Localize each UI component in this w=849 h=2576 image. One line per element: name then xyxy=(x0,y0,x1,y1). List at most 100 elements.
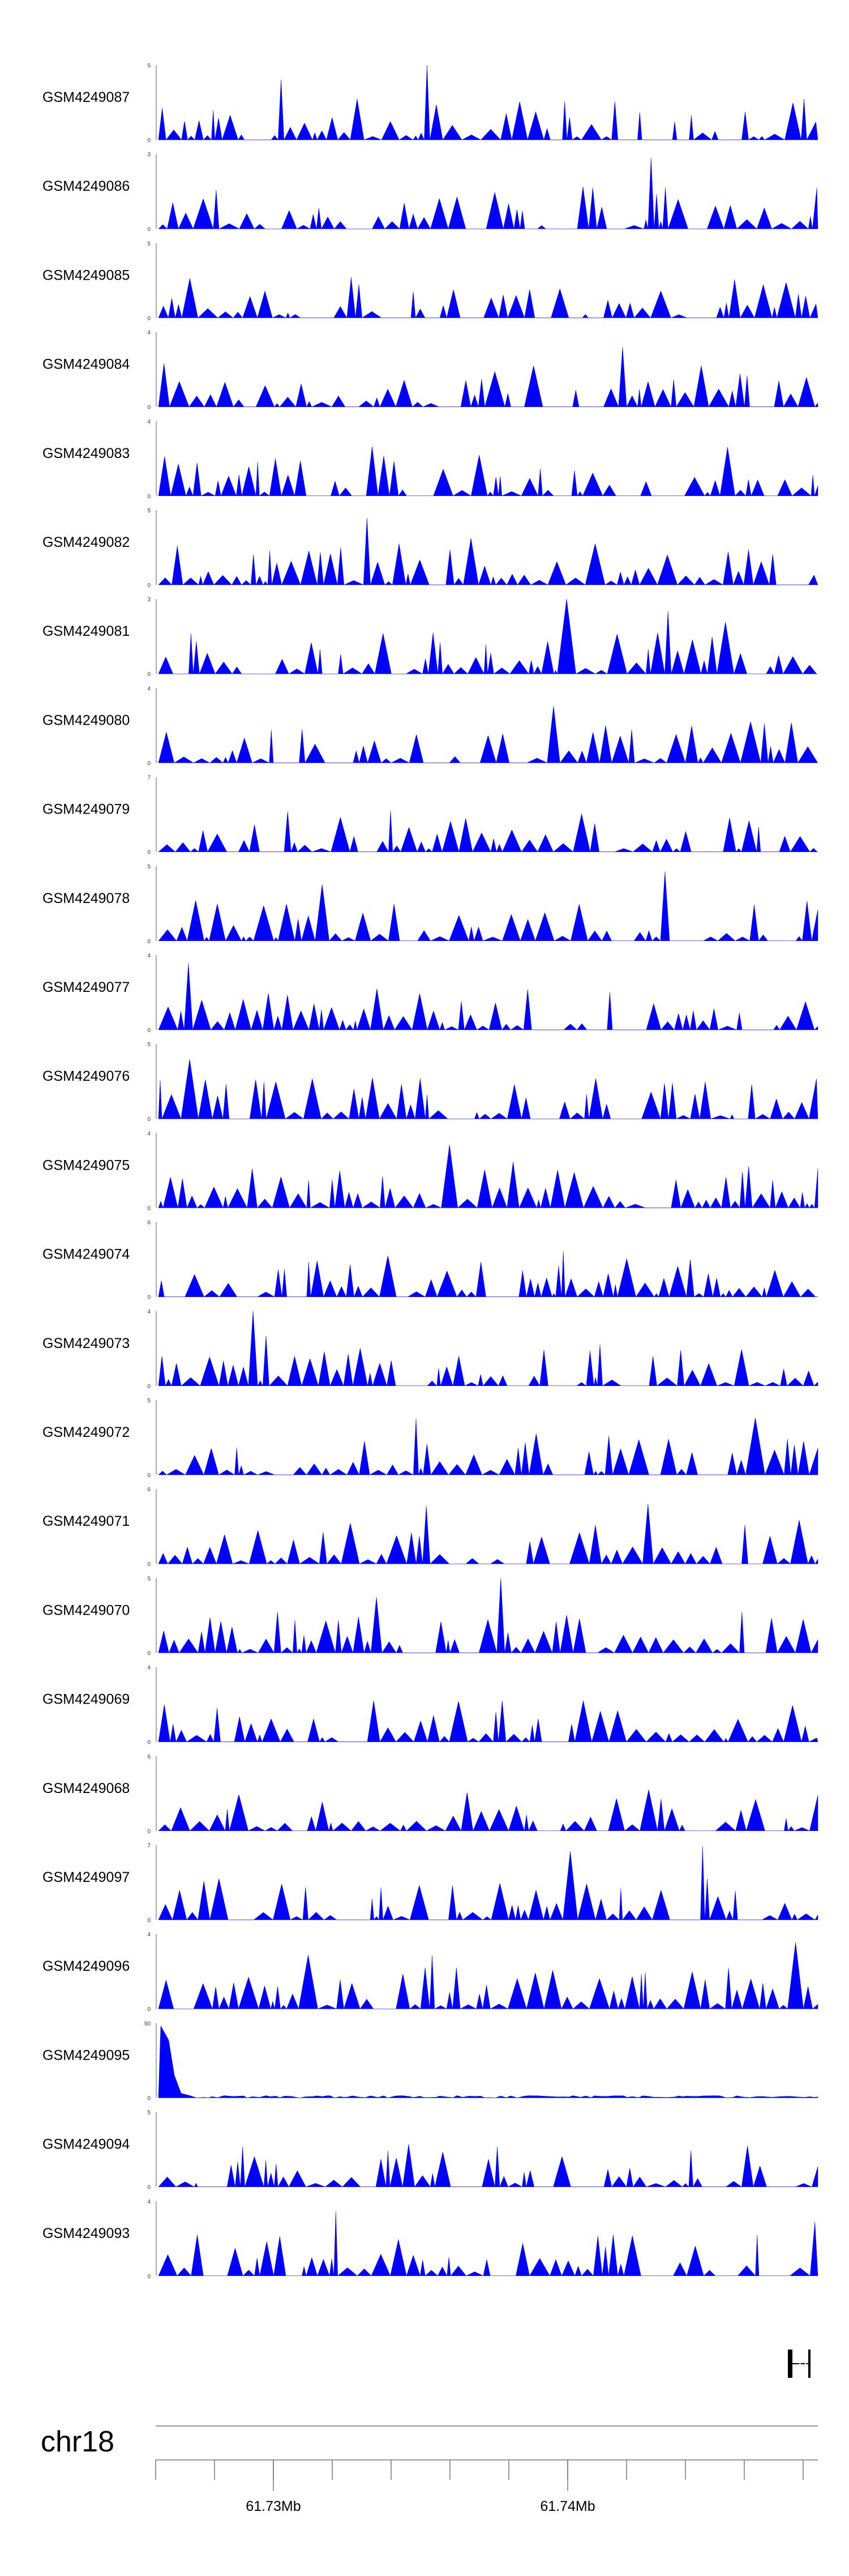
track-label: GSM4249084 xyxy=(42,357,130,373)
track-GSM4249087: GSM4249087 5 0 xyxy=(42,63,818,144)
track-GSM4249082: GSM4249082 5 0 xyxy=(42,508,818,589)
y-min-label: 0 xyxy=(147,315,151,322)
y-max-label: 3 xyxy=(147,597,151,603)
gene-model xyxy=(788,2350,811,2378)
y-max-label: 50 xyxy=(144,2021,151,2027)
track-label: GSM4249097 xyxy=(42,1869,130,1885)
track-GSM4249093: GSM4249093 4 0 xyxy=(42,2199,818,2280)
y-max-label: 4 xyxy=(147,419,151,425)
track-GSM4249077: GSM4249077 4 0 xyxy=(42,953,818,1034)
y-max-label: 6 xyxy=(147,1220,151,1226)
coverage-area xyxy=(158,1578,818,1654)
coverage-area xyxy=(158,157,818,230)
gene-exon-right xyxy=(808,2350,811,2378)
y-min-label: 0 xyxy=(147,1116,151,1123)
y-max-label: 5 xyxy=(147,1042,151,1048)
y-min-label: 0 xyxy=(147,1650,151,1657)
y-max-label: 4 xyxy=(147,686,151,692)
y-min-label: 0 xyxy=(147,1295,151,1301)
coverage-area xyxy=(158,1504,818,1565)
track-GSM4249069: GSM4249069 4 0 xyxy=(42,1665,818,1746)
y-max-label: 5 xyxy=(147,1398,151,1404)
track-GSM4249070: GSM4249070 5 0 xyxy=(42,1576,818,1657)
y-max-label: 5 xyxy=(147,508,151,514)
coverage-area xyxy=(158,347,818,408)
track-GSM4249073: GSM4249073 4 0 xyxy=(42,1309,818,1390)
y-max-label: 7 xyxy=(147,775,151,781)
coverage-area xyxy=(158,599,818,675)
y-min-label: 0 xyxy=(147,138,151,144)
track-GSM4249083: GSM4249083 4 0 xyxy=(42,419,818,500)
y-min-label: 0 xyxy=(147,405,151,411)
track-label: GSM4249093 xyxy=(42,2226,130,2241)
y-max-label: 5 xyxy=(147,864,151,870)
track-GSM4249079: GSM4249079 7 0 xyxy=(42,775,818,856)
y-max-label: 4 xyxy=(147,330,151,336)
track-label: GSM4249082 xyxy=(42,534,130,550)
track-label: GSM4249094 xyxy=(42,2137,130,2153)
y-min-label: 0 xyxy=(147,1561,151,1568)
track-GSM4249086: GSM4249086 3 0 xyxy=(42,152,818,233)
y-max-label: 4 xyxy=(147,953,151,959)
y-min-label: 0 xyxy=(147,1473,151,1479)
track-label: GSM4249079 xyxy=(42,802,130,818)
coverage-area xyxy=(158,1942,818,2010)
y-min-label: 0 xyxy=(147,760,151,767)
strand-arrow-icon xyxy=(796,2360,807,2368)
coverage-area xyxy=(158,446,818,497)
track-label: GSM4249076 xyxy=(42,1068,130,1084)
y-max-label: 7 xyxy=(147,1843,151,1849)
coverage-area xyxy=(158,1790,818,1832)
track-label: GSM4249086 xyxy=(42,178,130,194)
track-GSM4249071: GSM4249071 6 0 xyxy=(42,1487,818,1568)
y-min-label: 0 xyxy=(147,226,151,233)
y-min-label: 0 xyxy=(147,2185,151,2191)
coverage-area xyxy=(158,1700,818,1743)
gene-exon-left xyxy=(788,2350,792,2378)
y-min-label: 0 xyxy=(147,583,151,589)
coverage-area xyxy=(158,277,818,319)
track-GSM4249095: GSM4249095 50 0 xyxy=(42,2021,818,2102)
coverage-area xyxy=(158,65,818,140)
track-label: GSM4249077 xyxy=(42,979,130,995)
coverage-area xyxy=(158,1418,818,1475)
y-min-label: 0 xyxy=(147,1740,151,1746)
track-GSM4249094: GSM4249094 5 0 xyxy=(42,2110,818,2191)
y-max-label: 5 xyxy=(147,1576,151,1582)
coverage-area xyxy=(158,2025,818,2098)
track-GSM4249072: GSM4249072 5 0 xyxy=(42,1398,818,1479)
track-label: GSM4249081 xyxy=(42,623,130,639)
track-GSM4249078: GSM4249078 5 0 xyxy=(42,864,818,945)
y-min-label: 0 xyxy=(147,850,151,856)
y-min-label: 0 xyxy=(147,2274,151,2280)
coverage-area xyxy=(158,1846,818,1920)
tracks-layer: GSM424908750GSM424908630GSM424908550GSM4… xyxy=(42,63,818,2280)
track-label: GSM4249068 xyxy=(42,1781,130,1796)
y-max-label: 5 xyxy=(147,2110,151,2116)
y-min-label: 0 xyxy=(147,2006,151,2013)
coverage-area xyxy=(158,1059,818,1120)
track-label: GSM4249074 xyxy=(42,1247,130,1263)
track-label: GSM4249069 xyxy=(42,1692,130,1708)
y-min-label: 0 xyxy=(147,1829,151,1835)
coverage-area xyxy=(158,2211,818,2277)
track-label: GSM4249072 xyxy=(42,1424,130,1440)
y-max-label: 4 xyxy=(147,1131,151,1137)
track-GSM4249075: GSM4249075 4 0 xyxy=(42,1131,818,1212)
y-max-label: 4 xyxy=(147,2199,151,2205)
track-label: GSM4249071 xyxy=(42,1513,130,1529)
y-max-label: 3 xyxy=(147,152,151,158)
coverage-area xyxy=(158,1311,818,1387)
y-max-label: 5 xyxy=(147,63,151,69)
y-max-label: 4 xyxy=(147,1665,151,1671)
track-label: GSM4249073 xyxy=(42,1336,130,1351)
y-max-label: 4 xyxy=(147,1309,151,1315)
coverage-area xyxy=(158,1144,818,1209)
track-GSM4249081: GSM4249081 3 0 xyxy=(42,597,818,678)
track-label: GSM4249085 xyxy=(42,267,130,283)
track-label: GSM4249078 xyxy=(42,891,130,906)
y-min-label: 0 xyxy=(147,1205,151,1212)
y-min-label: 0 xyxy=(147,1028,151,1034)
track-GSM4249096: GSM4249096 4 0 xyxy=(42,1932,818,2013)
